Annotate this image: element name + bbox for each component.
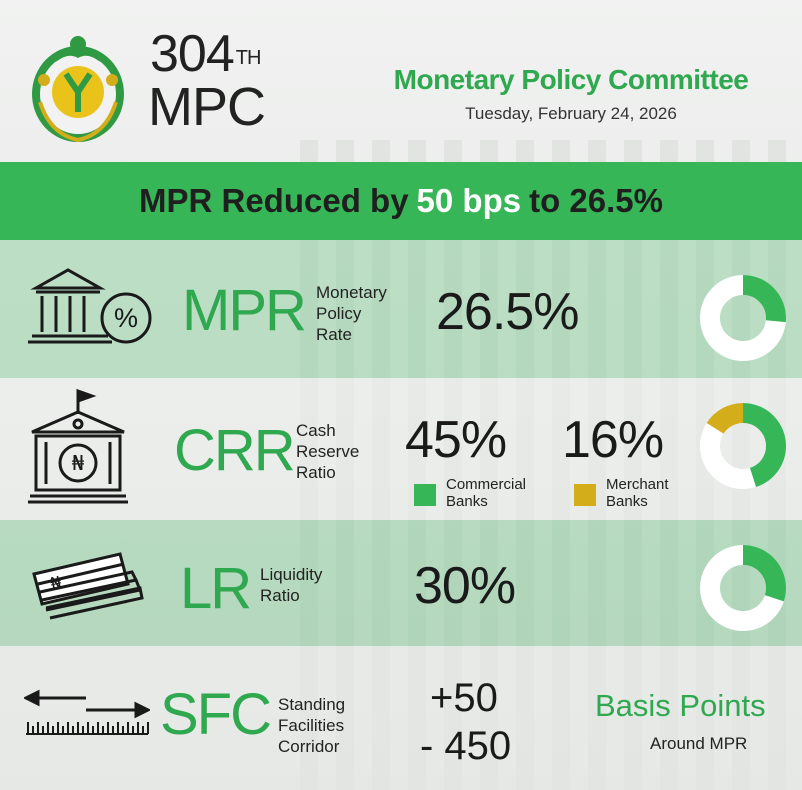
header: 304 TH MPC Monetary Policy Committee Tues… [0, 0, 802, 162]
lr-gauge [700, 545, 786, 631]
svg-text:%: % [114, 303, 138, 333]
svg-text:₦: ₦ [49, 573, 64, 595]
legend-commercial: Commercial Banks [414, 476, 526, 510]
sfc-abbr: SFC [160, 682, 272, 747]
row-mpr: % MPR Monetary Policy Rate 26.5% [0, 240, 802, 378]
mpc-label: MPC [148, 77, 266, 137]
bank-naira-icon: ₦ [28, 388, 128, 504]
bank-percent-icon: % [28, 268, 152, 344]
crr-description: Cash Reserve Ratio [296, 421, 360, 482]
sfc-lower-value: - 450 [420, 724, 512, 768]
lr-description: Liquidity Ratio [260, 565, 323, 605]
headline-prefix: MPR Reduced by [139, 182, 409, 219]
cbn-logo-icon [32, 36, 124, 143]
sfc-description: Standing Facilities Corridor [278, 695, 346, 756]
merchant-swatch [574, 484, 596, 506]
mpr-gauge [700, 275, 786, 361]
naira-notes-icon: ₦ [32, 552, 144, 620]
corridor-ruler-icon [24, 689, 150, 735]
sfc-upper-value: +50 [430, 676, 498, 720]
commercial-swatch [414, 484, 436, 506]
basis-points-label: Basis Points [595, 688, 766, 723]
svg-text:₦: ₦ [72, 451, 85, 475]
row-sfc: SFC Standing Facilities Corridor +50 - 450… [0, 646, 802, 790]
lr-value: 30% [414, 557, 516, 615]
legend-merchant: Merchant Banks [574, 476, 669, 510]
meeting-date: Tuesday, February 24, 2026 [465, 104, 677, 123]
crr-commercial-value: 45% [405, 411, 507, 469]
committee-title: Monetary Policy Committee [393, 64, 749, 95]
crr-gauge [700, 403, 786, 489]
crr-merchant-value: 16% [562, 411, 664, 469]
lr-abbr: LR [180, 556, 252, 621]
row-lr: ₦ LR Liquidity Ratio 30% [0, 520, 802, 646]
around-mpr-label: Around MPR [650, 734, 748, 753]
crr-abbr: CRR [174, 418, 296, 483]
headline-highlight: 50 bps [416, 182, 522, 219]
mpc-number: 304 TH [150, 25, 261, 83]
row-crr: ₦ CRR Cash Reserve Ratio 45% 16% Commercia… [0, 378, 802, 520]
mpr-abbr: MPR [182, 278, 307, 343]
mpr-description: Monetary Policy Rate [316, 283, 387, 344]
mpr-value: 26.5% [436, 283, 579, 341]
headline-suffix: to 26.5% [529, 182, 663, 219]
headline-banner: MPR Reduced by 50 bps to 26.5% [0, 162, 802, 240]
